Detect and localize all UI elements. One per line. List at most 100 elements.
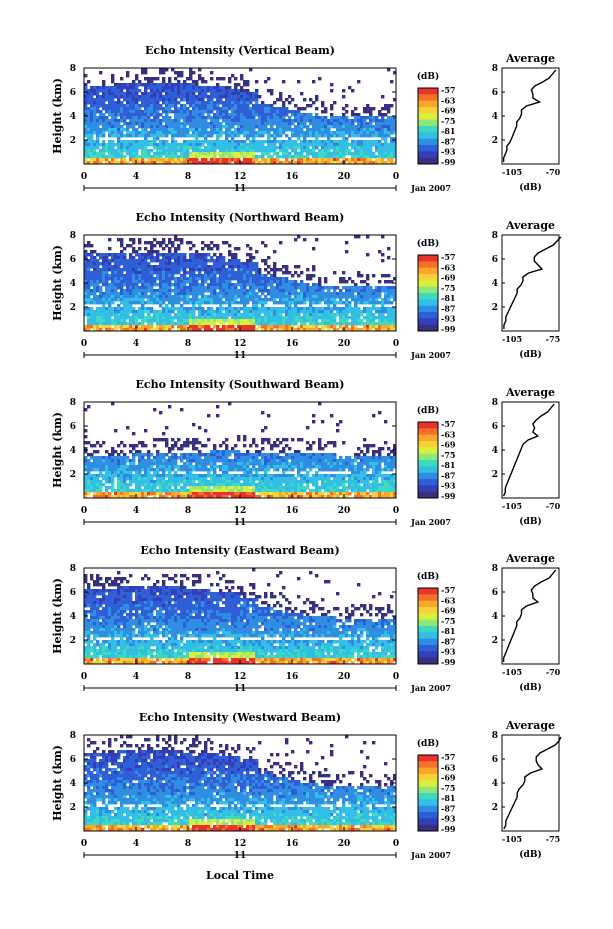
heatmap-cell (117, 471, 121, 475)
heatmap-cell (156, 465, 160, 469)
heatmap-cell (114, 459, 118, 463)
heatmap-cell (318, 295, 322, 299)
heatmap-cell (255, 113, 259, 117)
heatmap-cell (108, 268, 112, 272)
heatmap-cell (282, 322, 286, 326)
heatmap-cell (249, 286, 253, 290)
heatmap-cell (96, 328, 100, 332)
heatmap-cell (306, 307, 310, 311)
heatmap-cell (315, 98, 319, 102)
heatmap-cell (285, 143, 289, 147)
heatmap-cell (150, 474, 154, 478)
heatmap-cell (255, 292, 259, 296)
heatmap-cell (237, 319, 241, 323)
heatmap-cell (327, 155, 331, 159)
heatmap-cell (351, 286, 355, 290)
heatmap-cell (387, 161, 391, 165)
heatmap-cell (87, 462, 91, 466)
heatmap-cell (138, 292, 142, 296)
heatmap-cell (117, 280, 121, 284)
heatmap-cell (114, 277, 118, 281)
heatmap-cell (183, 155, 187, 159)
heatmap-cell (210, 271, 214, 275)
heatmap-cell (378, 134, 382, 138)
heatmap-cell (87, 468, 91, 472)
heatmap-cell (225, 149, 229, 153)
heatmap-cell (171, 265, 175, 269)
heatmap-cell (141, 283, 145, 287)
heatmap-cell (192, 292, 196, 296)
heatmap-cell (159, 411, 163, 415)
colorbar-swatch (418, 126, 438, 133)
heatmap-cell (324, 131, 328, 135)
heatmap-cell (201, 125, 205, 129)
heatmap-cell (195, 95, 199, 99)
heatmap-cell (312, 152, 316, 156)
heatmap-cell (123, 298, 127, 302)
heatmap-cell (87, 119, 91, 123)
heatmap-cell (102, 149, 106, 153)
heatmap-cell (174, 101, 178, 105)
heatmap-cell (192, 271, 196, 275)
heatmap-cell (186, 307, 190, 311)
heatmap-cell (180, 110, 184, 114)
heatmap-cell (138, 477, 142, 481)
heatmap-cell (114, 319, 118, 323)
heatmap-cell (354, 140, 358, 144)
heatmap-cell (111, 280, 115, 284)
heatmap-cell (96, 119, 100, 123)
heatmap-cell (231, 149, 235, 153)
heatmap-cell (300, 122, 304, 126)
heatmap-cell (144, 319, 148, 323)
heatmap-cell (327, 128, 331, 132)
heatmap-cell (342, 89, 346, 93)
heatmap-cell (87, 292, 91, 296)
heatmap-cell (300, 292, 304, 296)
heatmap-cell (135, 155, 139, 159)
heatmap-cell (345, 152, 349, 156)
heatmap-cell (129, 149, 133, 153)
heatmap-cell (117, 304, 121, 308)
heatmap-cell (168, 95, 172, 99)
heatmap-cell (267, 134, 271, 138)
heatmap-cell (90, 107, 94, 111)
heatmap-cell (291, 292, 295, 296)
heatmap-cell (249, 259, 253, 263)
heatmap-cell (315, 286, 319, 290)
heatmap-cell (393, 143, 397, 147)
heatmap-cell (213, 92, 217, 96)
heatmap-cell (264, 244, 268, 248)
heatmap-cell (177, 247, 181, 251)
heatmap-cell (120, 280, 124, 284)
heatmap-cell (351, 110, 355, 114)
heatmap-cell (183, 143, 187, 147)
heatmap-cell (162, 280, 166, 284)
heatmap-cell (132, 110, 136, 114)
heatmap-cell (258, 149, 262, 153)
heatmap-cell (195, 316, 199, 320)
heatmap-cell (156, 274, 160, 278)
heatmap-cell (144, 316, 148, 320)
heatmap-cell (189, 280, 193, 284)
panel-0: Echo Intensity (Vertical Beam)2468Height… (51, 44, 561, 194)
heatmap-cell (108, 113, 112, 117)
heatmap-cell (249, 134, 253, 138)
heatmap-cell (390, 328, 394, 332)
heatmap-cell (108, 277, 112, 281)
heatmap-cell (180, 486, 184, 490)
heatmap-cell (228, 328, 232, 332)
heatmap-cell (267, 289, 271, 293)
heatmap-cell (291, 328, 295, 332)
heatmap-cell (144, 492, 148, 496)
heatmap-cell (189, 319, 193, 323)
heatmap-cell (252, 98, 256, 102)
heatmap-cell (225, 140, 229, 144)
heatmap-cell (303, 131, 307, 135)
heatmap-cell (240, 316, 244, 320)
heatmap-cell (207, 259, 211, 263)
heatmap-cell (285, 298, 289, 302)
heatmap-cell (291, 134, 295, 138)
heatmap-cell (168, 131, 172, 135)
heatmap-cell (180, 256, 184, 260)
heatmap-cell (123, 161, 127, 165)
